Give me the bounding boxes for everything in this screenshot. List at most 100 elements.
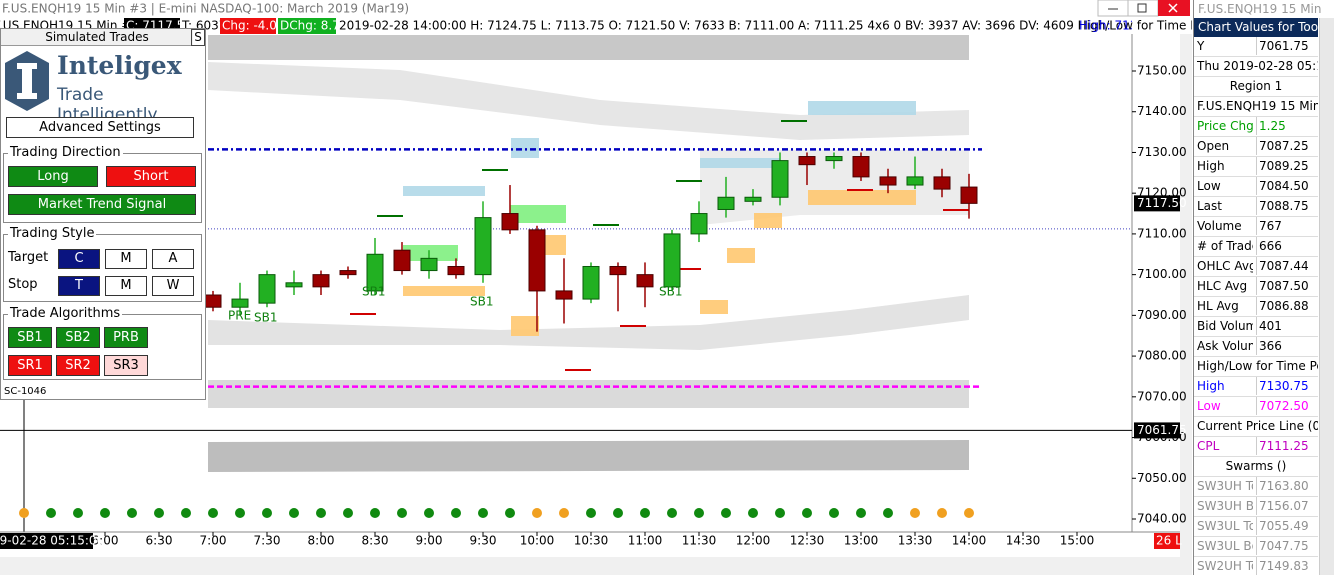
short-button[interactable]: Short: [106, 166, 196, 187]
row-label: Swarms (): [1225, 459, 1287, 473]
value-row: Bid Volume401: [1194, 317, 1318, 337]
time-label: 8:30: [362, 534, 389, 548]
y-tick-label: 7050.00: [1137, 471, 1187, 485]
status-dot: [343, 508, 353, 518]
status-dot: [856, 508, 866, 518]
row-value: 7156.07: [1256, 497, 1318, 515]
value-row: # of Trades666: [1194, 237, 1318, 257]
row-label: SW3UL Bot: [1197, 539, 1253, 553]
row-value: 366: [1256, 337, 1318, 355]
algorithm-button[interactable]: SR2: [56, 355, 100, 376]
candle-body: [771, 160, 789, 198]
value-row: HL Avg 7086.88: [1194, 297, 1318, 317]
candle-body: [555, 290, 573, 300]
status-dot: [208, 508, 218, 518]
row-value: 7088.75: [1256, 197, 1318, 215]
row-label: SW3UH Bot: [1197, 499, 1253, 513]
swarm-band: [208, 440, 969, 472]
value-row: Low 7084.50: [1194, 177, 1318, 197]
row-label: Current Price Line (0, L: [1197, 419, 1318, 433]
status-dot: [613, 508, 623, 518]
y-tick-label: 7090.00: [1137, 308, 1187, 322]
group-label: Trading Style: [8, 226, 97, 241]
time-label: 10:00: [520, 534, 555, 548]
panel-footer: SC-1046: [4, 386, 47, 397]
value-row: Y 7061.75: [1194, 37, 1318, 57]
style-option-button[interactable]: W: [152, 276, 194, 296]
row-label: HLC Avg: [1197, 279, 1248, 293]
status-dot: [289, 508, 299, 518]
algorithm-button[interactable]: PRB: [104, 327, 148, 348]
row-label: OHLC Avg: [1197, 259, 1253, 273]
style-option-button[interactable]: M: [105, 249, 147, 269]
trade-zone: [511, 138, 539, 158]
trade-zone: [700, 158, 780, 168]
value-row: Open 7087.25: [1194, 137, 1318, 157]
candle-body: [852, 156, 870, 178]
trade-zone: [403, 186, 485, 196]
advanced-settings-button[interactable]: Advanced Settings: [6, 117, 194, 138]
candle-body: [825, 156, 843, 162]
row-label: F.US.ENQH19 15 Min: [1197, 99, 1318, 113]
trade-zone: [510, 205, 566, 223]
logo-i-bottom: [17, 93, 37, 99]
time-label: 12:00: [736, 534, 771, 548]
row-label: SW2UH Top: [1197, 559, 1253, 573]
algorithm-button[interactable]: SB2: [56, 327, 100, 348]
status-dot: [802, 508, 812, 518]
algorithm-button[interactable]: SR1: [8, 355, 52, 376]
style-option-button[interactable]: T: [58, 276, 100, 296]
time-label: 14:30: [1006, 534, 1041, 548]
status-dot: [316, 508, 326, 518]
candle-body: [609, 265, 627, 276]
value-row: Current Price Line (0, L: [1194, 417, 1318, 437]
value-row: SW3UL Bot7047.75: [1194, 537, 1318, 557]
long-button[interactable]: Long: [8, 166, 98, 187]
stop-label: Stop: [8, 277, 38, 292]
time-label: 11:30: [682, 534, 717, 548]
last-price-label-bg: [1134, 195, 1180, 212]
panel-s-button[interactable]: S: [191, 29, 205, 46]
value-row: SW3UH Bot7156.07: [1194, 497, 1318, 517]
style-option-button[interactable]: C: [58, 249, 100, 269]
market-trend-signal-button[interactable]: Market Trend Signal: [8, 194, 196, 215]
restore-button[interactable]: [1127, 0, 1159, 17]
status-dot: [559, 508, 569, 518]
row-label: Price Chg: [1197, 119, 1253, 133]
values-table: Y 7061.75 Thu 2019-02-28 05:15:00 Region 1 F…: [1194, 37, 1340, 575]
row-value: 1.25: [1256, 117, 1318, 135]
close-icon: [1168, 3, 1178, 13]
cursor-price-label: 7061.75: [1137, 423, 1187, 437]
candle-body: [798, 156, 816, 166]
algorithm-button[interactable]: SR3: [104, 355, 148, 376]
time-label: 9:00: [416, 534, 443, 548]
status-dot: [694, 508, 704, 518]
status-dot: [154, 508, 164, 518]
restore-icon: [1137, 3, 1147, 13]
scrollbar[interactable]: [1319, 18, 1334, 575]
signal-label: SB1: [254, 311, 277, 325]
y-tick-label: 7100.00: [1137, 267, 1187, 281]
status-dot: [262, 508, 272, 518]
style-option-button[interactable]: M: [105, 276, 147, 296]
swarm-band: [208, 62, 969, 140]
status-dot: [640, 508, 650, 518]
style-option-button[interactable]: A: [152, 249, 194, 269]
candle-body: [960, 186, 978, 204]
scrollbar[interactable]: [1180, 34, 1192, 575]
status-dot: [721, 508, 731, 518]
algorithm-button[interactable]: SB1: [8, 327, 52, 348]
row-label: Ask Volume: [1197, 339, 1253, 353]
candle-body: [420, 257, 438, 272]
row-value: 7087.44: [1256, 257, 1318, 275]
status-dot: [964, 508, 974, 518]
value-row: Low 7072.50: [1194, 397, 1318, 417]
status-dot: [235, 508, 245, 518]
row-value: 7149.83: [1256, 557, 1318, 575]
swarm-band: [208, 295, 969, 350]
minimize-button[interactable]: [1097, 0, 1129, 17]
time-label: 11:00: [628, 534, 663, 548]
candle-body: [474, 217, 492, 276]
trade-zone: [403, 286, 485, 296]
row-label: SW3UH Top: [1197, 479, 1253, 493]
